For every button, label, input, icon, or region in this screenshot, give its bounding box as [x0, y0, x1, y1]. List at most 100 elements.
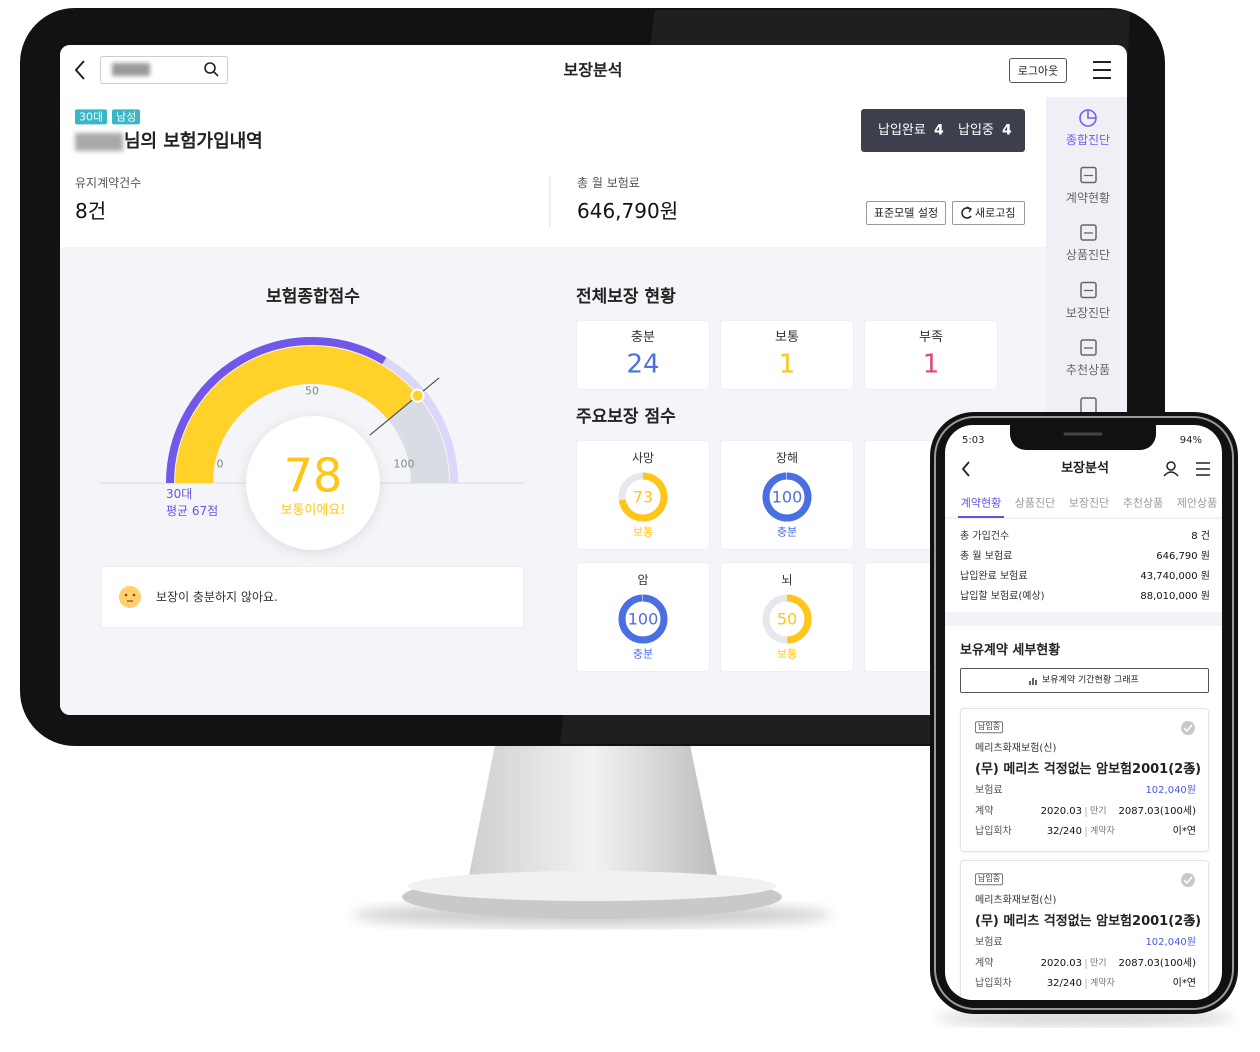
major-value: 100 — [771, 487, 803, 507]
sidebar-label[interactable]: 계약현황 — [1065, 190, 1111, 205]
logout-label[interactable]: 로그아웃 — [1017, 63, 1059, 77]
contract-company: 메리츠화재보험(신) — [975, 743, 1057, 754]
summary-value: 8건 — [75, 199, 107, 223]
page-title: 보장분석 — [563, 60, 623, 80]
chevron — [1189, 765, 1195, 775]
panel-title: 주요보장 점수 — [576, 406, 676, 427]
donut-arc — [762, 472, 812, 522]
action-button[interactable] — [866, 201, 946, 225]
major-label: 뇌 — [781, 572, 793, 587]
field-label: 납입회차 — [975, 978, 1012, 989]
phone-rim — [934, 416, 1234, 1010]
gauge-tick-label: 0 — [216, 457, 224, 471]
summary-label: 총 월 보험료 — [577, 175, 640, 190]
emoji-eye — [132, 593, 136, 597]
payment-count: 4 — [934, 122, 944, 139]
sidebar-label[interactable]: 종합진단 — [1065, 132, 1111, 147]
mobile-tab[interactable]: 계약현황 — [960, 496, 1002, 510]
sidebar-icon — [1080, 224, 1097, 241]
field-value: 32/240 — [1046, 978, 1082, 989]
masked-name — [75, 133, 123, 151]
sidebar-label[interactable]: 상품진단 — [1065, 247, 1111, 262]
field-label: 계약자 — [1090, 978, 1115, 989]
major-status: 충분 — [632, 647, 654, 661]
sidebar-label[interactable]: 보장진단 — [1065, 305, 1111, 320]
mobile-tab[interactable]: 제안상품 — [1176, 496, 1218, 510]
major-value: 73 — [632, 487, 654, 507]
sidebar-icon — [1080, 339, 1097, 356]
donut-arc — [762, 594, 812, 644]
overall-value: 1 — [922, 349, 940, 380]
chevron — [1189, 917, 1195, 927]
status-time: 5:03 — [962, 435, 985, 446]
payment-box — [861, 109, 1025, 152]
section-title: 보유계약 세부현황 — [960, 643, 1061, 659]
field-value: 2087.03(100세) — [1118, 958, 1196, 969]
mobile-tab[interactable]: 추천상품 — [1122, 496, 1164, 510]
notch — [1010, 425, 1156, 450]
score-needle — [369, 377, 440, 436]
contract-company: 메리츠화재보험(신) — [975, 895, 1057, 906]
average-label: 평균 67점 — [166, 503, 219, 518]
field-label: 만기 — [1090, 806, 1107, 817]
score-status: 보통이에요! — [280, 503, 346, 519]
major-label: 장해 — [775, 450, 799, 465]
major-value: 50 — [776, 609, 798, 629]
overall-value: 24 — [626, 349, 660, 380]
contract-status: 납입중 — [975, 721, 1004, 733]
field-label: 납입회차 — [975, 826, 1012, 837]
check-icon — [1181, 873, 1195, 887]
back-button[interactable] — [74, 60, 85, 80]
mobile-tab[interactable]: 보장진단 — [1068, 496, 1110, 510]
sidebar-label[interactable]: 추천상품 — [1065, 362, 1111, 377]
stand-top — [408, 871, 776, 901]
action-label[interactable]: 표준모델 설정 — [873, 206, 939, 220]
check-icon — [1183, 876, 1193, 885]
average-arc — [166, 337, 387, 484]
gauge-tick-label: 100 — [393, 457, 415, 471]
field-value: 이*연 — [1172, 978, 1196, 989]
check-icon — [1181, 721, 1195, 735]
mobile-summary-value: 43,740,000 원 — [1140, 571, 1210, 582]
major-value: 100 — [627, 609, 659, 629]
contract-status: 납입중 — [975, 873, 1004, 885]
premium-value: 102,040원 — [1145, 785, 1196, 796]
logout-button[interactable] — [1009, 58, 1067, 83]
summary-value: 646,790원 — [577, 199, 679, 223]
score-center — [246, 416, 380, 550]
field-label: 계약 — [975, 806, 994, 817]
field-label: 만기 — [1090, 958, 1107, 969]
score-value: 78 — [283, 448, 343, 503]
field-label: 계약자 — [1090, 826, 1115, 837]
graph-button-label[interactable]: 보유계약 기간현황 그래프 — [1042, 675, 1139, 686]
major-card — [576, 562, 710, 672]
graph-button[interactable] — [960, 668, 1209, 693]
mobile-summary-label: 납입완료 보험료 — [960, 571, 1028, 582]
major-card — [720, 440, 854, 550]
action-label[interactable]: 새로고침 — [975, 206, 1016, 220]
contract-product: (무) 메리츠 걱정없는 암보험2001(2종) — [975, 914, 1202, 930]
panel-title: 전체보장 현황 — [576, 286, 676, 307]
mobile-summary-label: 총 가입건수 — [960, 531, 1010, 542]
donut-arc — [618, 594, 668, 644]
mobile-summary-label: 납입할 보험료(예상) — [960, 591, 1045, 602]
profile-tag: 남성 — [112, 109, 141, 125]
profile-tag: 30대 — [75, 109, 108, 125]
mobile-tab[interactable]: 상품진단 — [1014, 496, 1056, 510]
summary-label: 유지계약건수 — [75, 175, 142, 190]
field-value: 2087.03(100세) — [1118, 806, 1196, 817]
action-button[interactable] — [952, 201, 1025, 225]
message-text: 보장이 충분하지 않아요. — [156, 589, 278, 604]
major-card — [576, 440, 710, 550]
mobile-summary-value: 8 건 — [1191, 531, 1210, 542]
search-icon — [213, 71, 219, 77]
stand-neck — [468, 745, 718, 880]
major-card — [720, 562, 854, 672]
contract-product: (무) 메리츠 걱정없는 암보험2001(2종) — [975, 762, 1202, 778]
overall-label: 충분 — [631, 330, 655, 346]
emoji — [119, 586, 141, 608]
search-user-icon — [1163, 471, 1179, 477]
